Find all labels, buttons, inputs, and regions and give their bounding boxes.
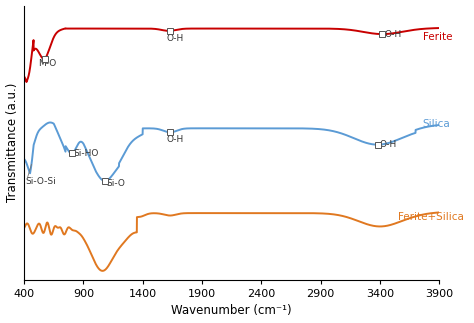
- Text: Si-O-Si: Si-O-Si: [26, 177, 56, 186]
- Y-axis label: Transmittance (a.u.): Transmittance (a.u.): [6, 83, 18, 203]
- Text: O-H: O-H: [166, 34, 184, 43]
- Text: O-H: O-H: [166, 135, 184, 144]
- Text: O-H: O-H: [384, 30, 401, 39]
- Text: Silica: Silica: [423, 119, 450, 129]
- X-axis label: Wavenumber (cm⁻¹): Wavenumber (cm⁻¹): [172, 305, 292, 318]
- Text: Si-O: Si-O: [107, 179, 126, 188]
- Text: Ferite: Ferite: [423, 32, 452, 42]
- Text: O-H: O-H: [379, 141, 397, 149]
- Text: Si-HO: Si-HO: [73, 149, 99, 158]
- Text: Ferite+Silica: Ferite+Silica: [398, 212, 464, 222]
- Text: M-O: M-O: [38, 59, 56, 68]
